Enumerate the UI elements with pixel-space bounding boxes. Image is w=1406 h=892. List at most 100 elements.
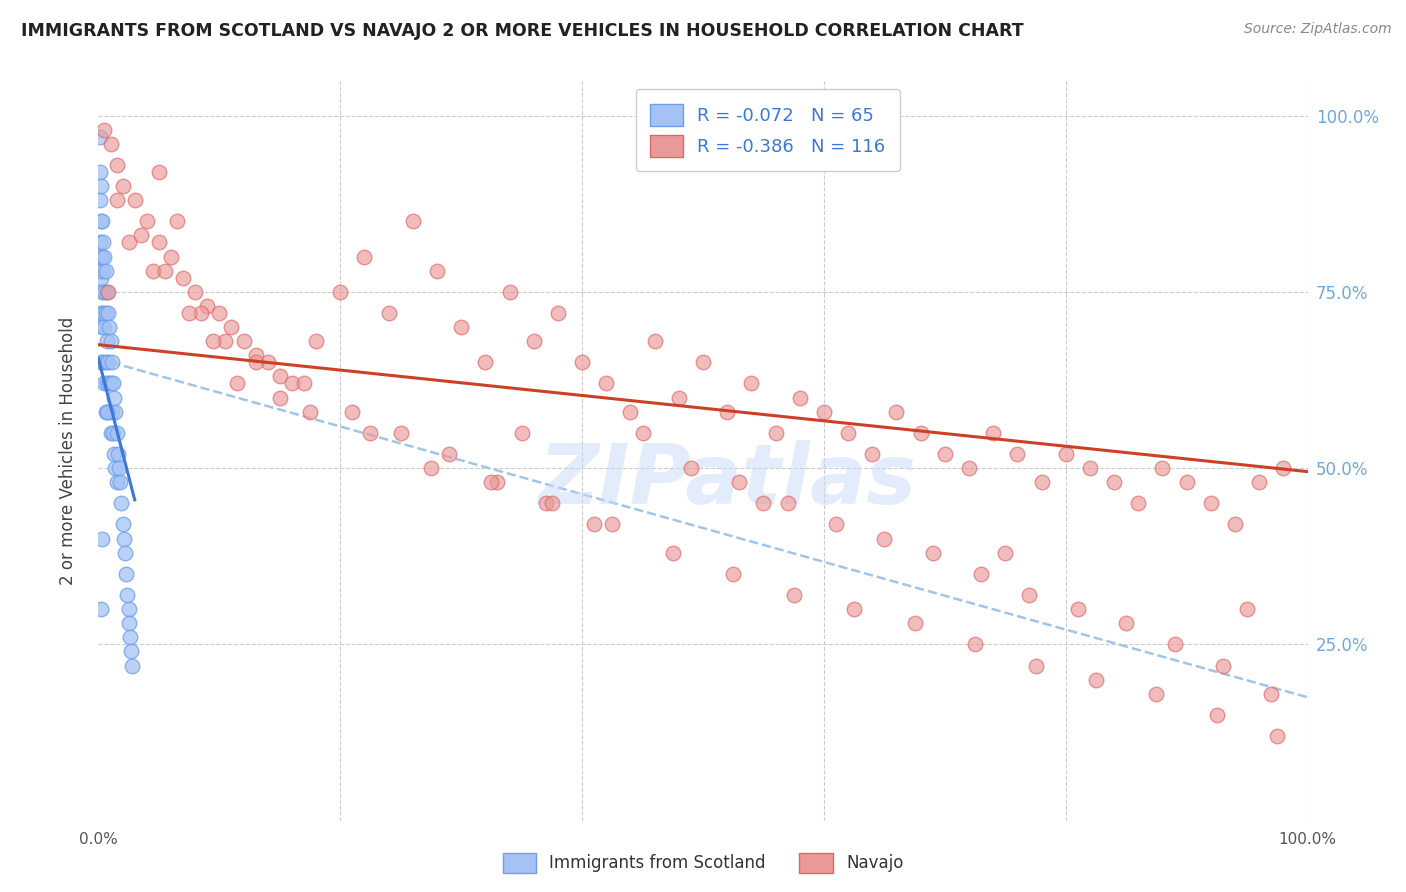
Point (1085, 673, 1108, 687)
Point (256, 355, 278, 369)
Point (789, 391, 811, 405)
Point (221, 320, 243, 334)
Point (1152, 461, 1174, 475)
Point (1223, 517, 1246, 532)
Point (668, 391, 690, 405)
Point (97, 405, 120, 419)
Point (486, 475, 509, 490)
Point (104, 405, 127, 419)
Point (111, 517, 134, 532)
Point (91, 306, 114, 320)
Point (1078, 461, 1101, 475)
Point (921, 546, 943, 560)
Point (232, 334, 254, 348)
Point (934, 447, 956, 461)
Point (97, 285, 120, 299)
Point (120, 644, 142, 658)
Point (93, 122, 115, 136)
Point (679, 461, 702, 475)
Point (1212, 658, 1234, 673)
Point (91, 250, 114, 264)
Point (692, 355, 714, 369)
Point (1054, 447, 1077, 461)
Point (1102, 475, 1125, 490)
Point (269, 369, 291, 384)
Point (661, 546, 683, 560)
Point (910, 425, 932, 440)
Point (426, 263, 449, 277)
Point (437, 447, 460, 461)
Point (118, 616, 141, 631)
Point (89, 129, 111, 144)
Point (94, 355, 117, 369)
Point (89, 235, 111, 250)
Point (96, 334, 118, 348)
Point (360, 425, 382, 440)
Text: Source: ZipAtlas.com: Source: ZipAtlas.com (1244, 22, 1392, 37)
Point (114, 546, 136, 560)
Point (112, 532, 135, 546)
Point (100, 376, 122, 391)
Point (135, 214, 157, 228)
Point (292, 376, 315, 391)
Point (89, 165, 111, 179)
Point (97, 355, 120, 369)
Point (281, 376, 304, 391)
Point (214, 334, 236, 348)
Point (101, 376, 124, 391)
Point (98, 376, 121, 391)
Point (299, 405, 322, 419)
Point (353, 250, 375, 264)
Point (93, 320, 115, 334)
Point (1146, 687, 1168, 701)
Y-axis label: 2 or more Vehicles in Household: 2 or more Vehicles in Household (59, 317, 77, 584)
Point (813, 405, 835, 419)
Point (860, 447, 883, 461)
Point (89, 263, 111, 277)
Point (90, 179, 112, 194)
Point (498, 285, 520, 299)
Point (107, 447, 129, 461)
Point (96, 376, 118, 391)
Point (100, 136, 122, 151)
Point (98, 320, 121, 334)
Point (94, 306, 117, 320)
Point (1272, 461, 1295, 475)
Point (723, 566, 745, 581)
Point (269, 391, 291, 405)
Point (94, 405, 117, 419)
Point (93, 250, 115, 264)
Point (100, 334, 122, 348)
Point (115, 566, 138, 581)
Point (100, 405, 122, 419)
Point (1067, 602, 1090, 616)
Point (153, 263, 176, 277)
Point (118, 630, 141, 644)
Point (91, 285, 114, 299)
Point (90, 250, 112, 264)
Point (540, 496, 562, 510)
Point (89, 193, 111, 207)
Point (100, 425, 122, 440)
Point (873, 532, 896, 546)
Point (886, 405, 908, 419)
Point (117, 588, 139, 602)
Point (994, 546, 1017, 560)
Point (377, 306, 399, 320)
Point (97, 306, 120, 320)
Point (118, 235, 141, 250)
Point (195, 299, 218, 313)
Point (96, 405, 118, 419)
Point (523, 334, 546, 348)
Point (534, 496, 557, 510)
Point (91, 355, 114, 369)
Point (981, 425, 1004, 440)
Point (957, 461, 980, 475)
Point (716, 405, 738, 419)
Point (329, 285, 352, 299)
Point (1007, 447, 1029, 461)
Point (765, 425, 787, 440)
Point (1018, 588, 1040, 602)
Point (104, 461, 127, 475)
Point (1249, 475, 1271, 490)
